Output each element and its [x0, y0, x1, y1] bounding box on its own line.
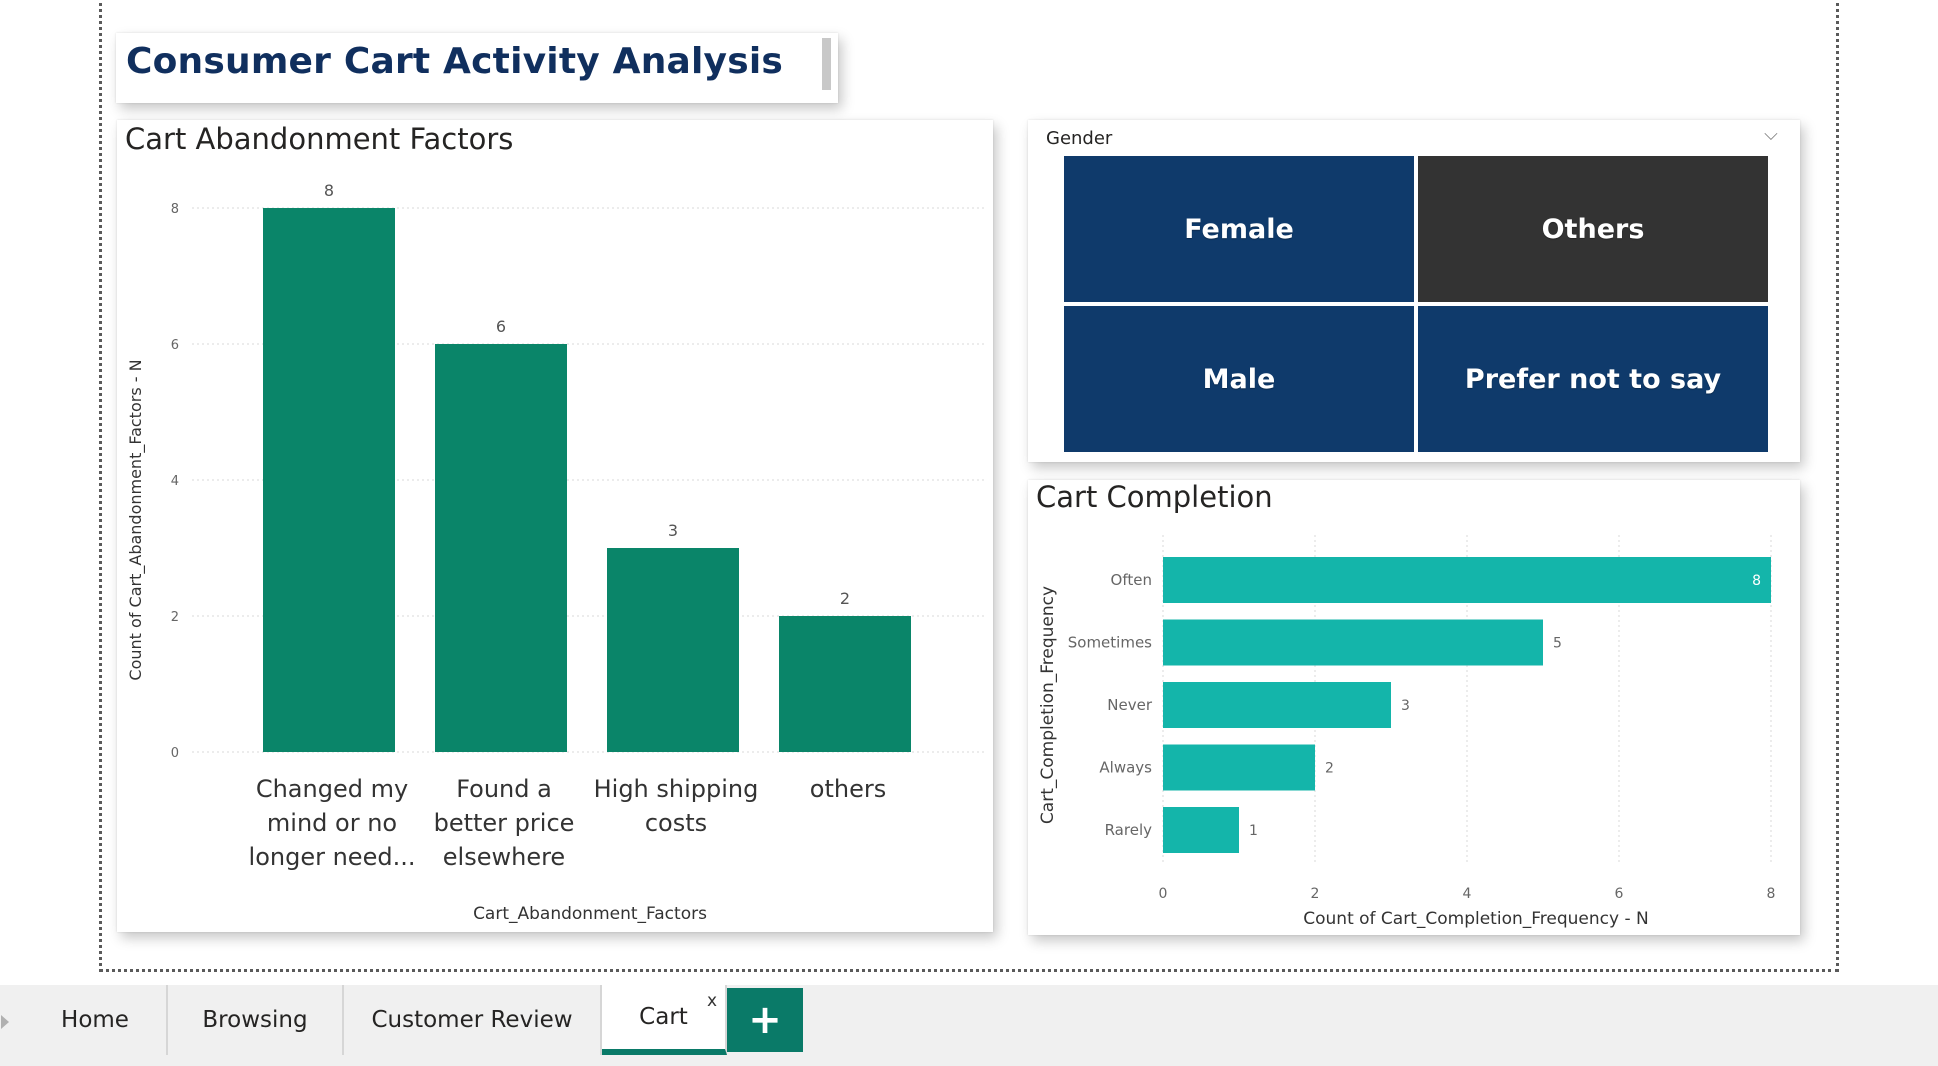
chevron-down-icon[interactable]: ⌵ [1764, 124, 1778, 145]
data-label: 8 [1752, 573, 1761, 589]
data-label: 2 [840, 589, 850, 608]
x-axis-title: Count of Cart_Completion_Frequency - N [1303, 909, 1648, 929]
bar [1163, 807, 1239, 853]
y-tick-label: 0 [171, 746, 179, 761]
slicer-header: Gender [1046, 128, 1113, 149]
x-tick-label: 0 [1159, 886, 1168, 902]
x-tick-label: longer need... [249, 843, 416, 871]
y-tick-label: 4 [171, 474, 179, 489]
data-label: 3 [1401, 698, 1410, 714]
x-tick-label: 4 [1463, 886, 1472, 902]
data-label: 6 [496, 317, 506, 336]
gender-slicer[interactable]: Gender ⌵ Female Others Male Prefer not t… [1028, 120, 1800, 462]
tab-customer-review[interactable]: Customer Review [344, 985, 602, 1055]
slicer-option-female[interactable]: Female [1062, 154, 1416, 304]
slicer-option-others[interactable]: Others [1416, 154, 1770, 304]
slicer-options: Female Others Male Prefer not to say [1062, 154, 1800, 454]
data-label: 2 [1325, 761, 1334, 777]
x-tick-label: costs [645, 809, 707, 837]
bar [1163, 557, 1771, 603]
abandonment-chart-plot: 0 2 4 6 8 8 Changed my mind or no longer need...… [126, 181, 987, 924]
x-tick-label: Found a [456, 775, 552, 803]
x-tick-label: High shipping [594, 775, 759, 803]
y-tick-label: 2 [171, 610, 179, 625]
data-label: 8 [324, 181, 334, 200]
x-tick-label: 6 [1615, 886, 1624, 902]
cart-abandonment-chart[interactable]: Cart Abandonment Factors 0 2 4 6 8 8 Changed m… [117, 120, 993, 932]
bar [1163, 744, 1315, 791]
y-tick-label: Often [1111, 571, 1152, 589]
y-axis-title: Count of Cart_Abandonment_Factors - N [126, 359, 146, 680]
slicer-option-prefer-not-to-say[interactable]: Prefer not to say [1416, 304, 1770, 454]
data-label: 3 [668, 521, 678, 540]
resize-handle[interactable] [822, 38, 831, 90]
add-page-button[interactable]: + [727, 988, 803, 1052]
x-tick-label: better price [434, 809, 575, 837]
page-tabs-bar: Home Browsing Customer Review Cart x + [0, 985, 1938, 1066]
y-tick-label: Rarely [1105, 821, 1153, 839]
close-icon[interactable]: x [706, 991, 717, 1011]
title-card[interactable]: Consumer Cart Activity Analysis [116, 33, 838, 103]
page-title: Consumer Cart Activity Analysis [126, 41, 784, 82]
report-canvas-frame [99, 0, 1839, 972]
bar [263, 208, 395, 752]
tab-cart-label: Cart [639, 1004, 688, 1030]
bar [779, 616, 911, 752]
x-tick-label: Changed my [256, 775, 408, 803]
scroll-left-icon[interactable] [1, 1015, 9, 1029]
y-tick-label: Never [1107, 696, 1153, 714]
y-axis-title: Cart_Completion_Frequency [1038, 586, 1058, 824]
x-tick-label: 8 [1767, 886, 1776, 902]
x-tick-label: others [810, 775, 886, 803]
x-axis-title: Cart_Abandonment_Factors [473, 904, 707, 924]
x-tick-label: elsewhere [443, 843, 565, 871]
data-label: 5 [1553, 636, 1562, 652]
y-tick-label: 8 [171, 202, 179, 217]
y-tick-label: Always [1099, 759, 1152, 777]
slicer-option-male[interactable]: Male [1062, 304, 1416, 454]
completion-chart-title: Cart Completion [1036, 480, 1273, 514]
tab-cart[interactable]: Cart x [602, 985, 727, 1055]
y-tick-label: 6 [171, 338, 179, 353]
y-tick-label: Sometimes [1068, 634, 1152, 652]
bar [1163, 682, 1391, 728]
tab-browsing[interactable]: Browsing [168, 985, 344, 1055]
abandonment-chart-title: Cart Abandonment Factors [125, 122, 514, 156]
x-tick-label: mind or no [267, 809, 397, 837]
bar [1163, 619, 1543, 666]
bar [435, 344, 567, 752]
tab-home[interactable]: Home [24, 985, 168, 1055]
data-label: 1 [1249, 823, 1258, 839]
completion-chart-plot: 0 2 4 6 8 Often 8 Sometimes 5 Never 3 Always 2 Rarely… [1038, 535, 1776, 929]
x-tick-label: 2 [1311, 886, 1320, 902]
cart-completion-chart[interactable]: Cart Completion 0 2 4 6 8 Often 8 Sometimes 5 Nev… [1028, 480, 1800, 935]
bar [607, 548, 739, 752]
